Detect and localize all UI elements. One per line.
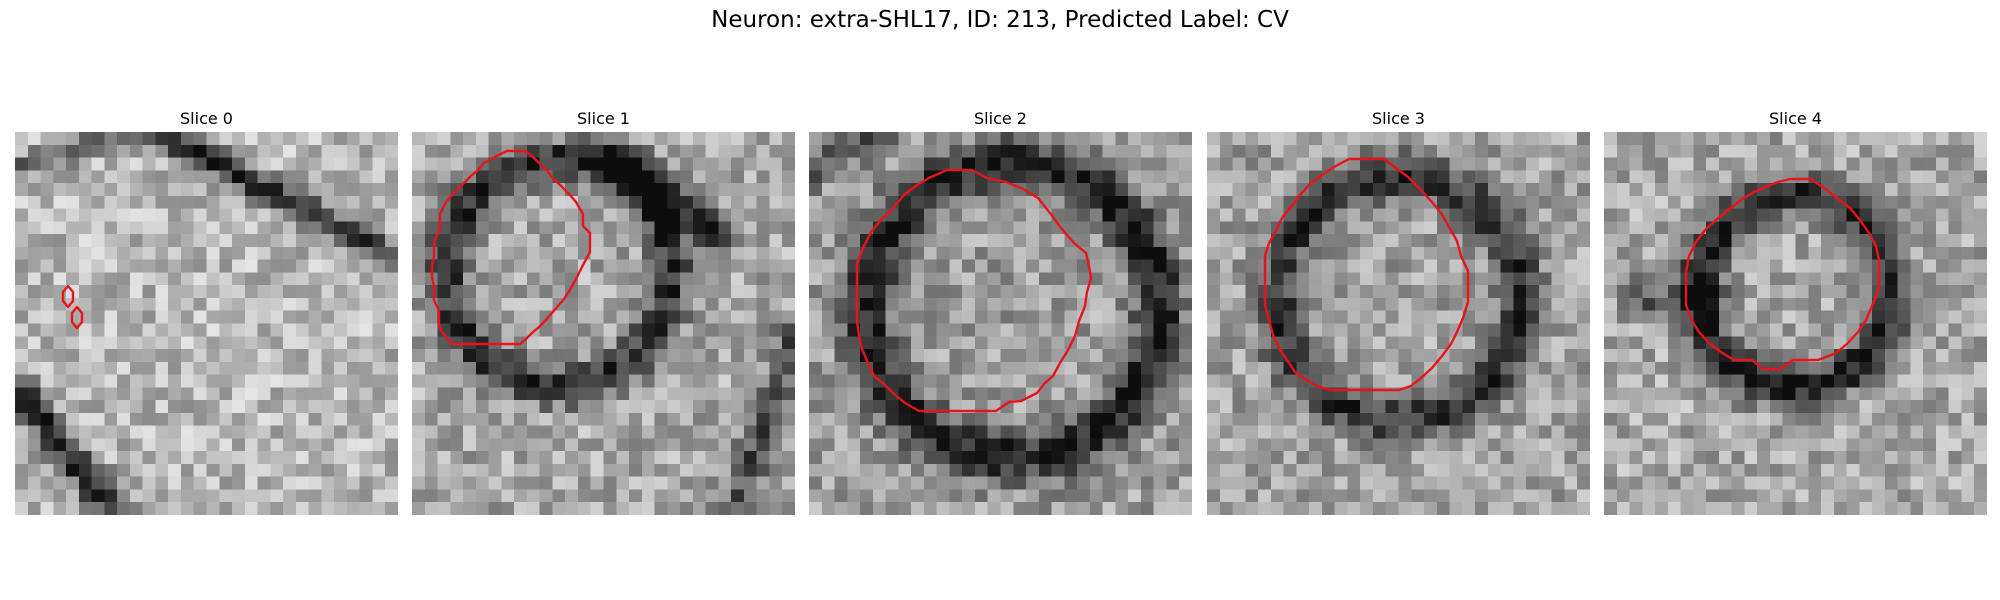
- contour-0-0: [61, 284, 75, 309]
- slice-title-4: Slice 4: [1769, 109, 1822, 128]
- contour-2-0: [855, 168, 1093, 413]
- contour-4-0: [1684, 177, 1881, 371]
- em-image-slice-4: [1604, 132, 1987, 515]
- contour-1-0: [430, 149, 592, 346]
- contour-0-1: [70, 305, 84, 330]
- slice-title-3: Slice 3: [1372, 109, 1425, 128]
- contour-overlay-3: [1263, 157, 1470, 392]
- slice-image-4: [1604, 132, 1987, 515]
- slice-title-2: Slice 2: [974, 109, 1027, 128]
- slice-image-2: [809, 132, 1192, 515]
- slice-title-1: Slice 1: [577, 109, 630, 128]
- figure-title: Neuron: extra-SHL17, ID: 213, Predicted …: [711, 7, 1289, 33]
- contour-overlay-1: [430, 149, 592, 346]
- contour-overlay-4: [1684, 177, 1881, 371]
- contour-overlay-0: [61, 284, 84, 330]
- em-image-slice-1: [412, 132, 795, 515]
- contour-overlay-2: [855, 168, 1093, 413]
- slice-panel-2: Slice 2: [809, 106, 1192, 515]
- slice-image-0: [15, 132, 398, 515]
- slice-image-3: [1207, 132, 1590, 515]
- slice-panel-0: Slice 0: [15, 106, 398, 515]
- slice-title-0: Slice 0: [180, 109, 233, 128]
- em-image-slice-0: [15, 132, 398, 515]
- slice-image-1: [412, 132, 795, 515]
- contour-3-0: [1263, 157, 1470, 392]
- slice-panel-1: Slice 1: [412, 106, 795, 515]
- slice-panel-3: Slice 3: [1207, 106, 1590, 515]
- slice-panel-4: Slice 4: [1604, 106, 1987, 515]
- em-image-slice-2: [809, 132, 1192, 515]
